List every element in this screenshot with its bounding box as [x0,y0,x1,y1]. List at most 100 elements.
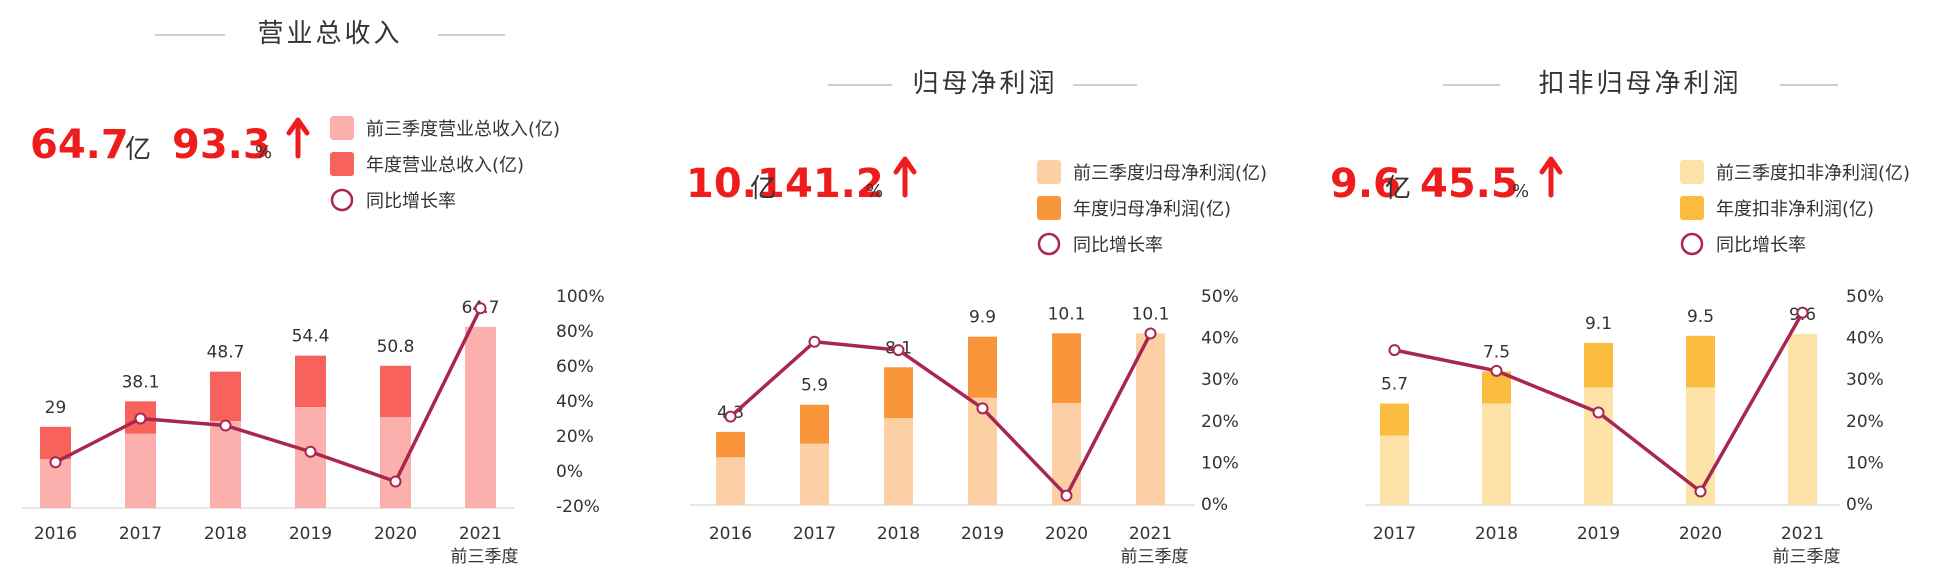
chart2-y2-tick-label: 0% [1201,495,1228,515]
chart1-y2-tick-label: 60% [556,357,594,377]
chart1-y2-tick-label: 40% [556,392,594,412]
chart2-bar-q1q3 [968,397,997,505]
chart2-legend-line-marker-icon [1037,232,1061,256]
chart3-legend-swatch-1 [1680,160,1704,184]
chart2-up-arrow-icon [893,156,917,198]
chart3-bar-annual [1380,403,1409,436]
chart1-bar-value-label: 29 [45,398,67,418]
chart1-bar-value-label: 48.7 [207,343,245,363]
chart1-growth-line [54,307,483,484]
chart1-y2-tick-label: -20% [556,497,600,517]
chart3-x-tick-label: 2017 [1373,524,1416,544]
chart3-growth-point [1592,406,1605,419]
chart1-legend-label-3: 同比增长率 [366,191,456,212]
chart1-growth-point [304,445,317,458]
chart2-title: 归母净利润 [912,69,1057,99]
chart1-legend-line-marker-icon [330,188,354,212]
chart2-bar-annual [1052,333,1081,403]
chart1-up-arrow-icon [286,117,310,159]
chart1-headline-unit: 亿 [125,135,151,165]
chart3-y2-tick-label: 30% [1846,370,1884,390]
chart3-bar-annual [1584,342,1613,388]
chart3-y2-tick-label: 20% [1846,412,1884,432]
chart2-legend-label-3: 同比增长率 [1073,235,1163,256]
chart1-y2-tick-label: 100% [556,287,605,307]
chart3-y2-tick-label: 0% [1846,495,1873,515]
chart1-x-tick-label: 2019 [289,524,332,544]
chart1-bar-value-label: 38.1 [122,372,160,392]
chart2-legend-swatch-2 [1037,196,1061,220]
chart2-legend-label-1: 前三季度归母净利润(亿) [1073,163,1267,184]
chart1-growth-point [389,475,402,488]
chart1-x-tick-label: 2021 [459,524,502,544]
chart3-bar-q1q3 [1380,435,1409,505]
chart2-bar-value-label: 10.1 [1132,304,1170,324]
chart1-x-tick-label: 2016 [34,524,77,544]
chart3-headline-growth: 45.5 [1420,161,1519,207]
chart3-bar-value-label: 7.5 [1483,342,1510,362]
chart3-headline-growth-unit: % [1512,181,1529,202]
chart3-x-tick-label: 2021 [1781,524,1824,544]
chart2-x-tick-label: 2020 [1045,524,1088,544]
chart2-bar-annual [716,431,745,458]
chart3-x-tick-label: 2018 [1475,524,1518,544]
chart2-legend-swatch-1 [1037,160,1061,184]
chart2-bar-annual [884,367,913,419]
chart2-y2-tick-label: 40% [1201,329,1239,349]
chart3-y2-tick-label: 40% [1846,329,1884,349]
chart1-headline-growth-unit: % [255,142,272,163]
chart3-up-arrow-icon [1539,156,1563,198]
chart3-headline-unit: 亿 [1385,174,1411,204]
chart1-y2-tick-label: 20% [556,427,594,447]
chart1-legend-label-2: 年度营业总收入(亿) [366,155,524,176]
chart3-headline-value: 9.6 [1330,161,1401,207]
chart1-growth-point [49,456,62,469]
chart1-legend-swatch-1 [330,116,354,140]
chart1-bar-annual [295,355,326,408]
chart2-y2-tick-label: 20% [1201,412,1239,432]
chart3-bar-value-label: 9.1 [1585,314,1612,334]
chart2-growth-point [808,335,821,348]
chart3-title: 扣非归母净利润 [1538,69,1741,99]
chart1-y2-tick-label: 80% [556,322,594,342]
chart1-growth-point [474,302,487,315]
chart2-x-tick-sublabel: 前三季度 [1121,547,1189,567]
chart3-bar-value-label: 5.7 [1381,374,1408,394]
chart2-y2-tick-label: 50% [1201,287,1239,307]
chart2-bar-value-label: 10.1 [1048,304,1086,324]
chart2-growth-line [729,332,1153,498]
chart3-x-tick-sublabel: 前三季度 [1773,547,1841,567]
chart1-bar-value-label: 50.8 [377,337,415,357]
chart2-bar-annual [800,404,829,444]
chart2-x-tick-label: 2017 [793,524,836,544]
chart1-bar-value-label: 54.4 [292,327,330,347]
chart2-growth-point [892,344,905,357]
chart3-x-tick-label: 2020 [1679,524,1722,544]
chart3-bar-annual [1686,335,1715,388]
chart1-bar-q1q3 [465,326,496,508]
chart2-x-tick-label: 2019 [961,524,1004,544]
chart1-x-tick-label: 2020 [374,524,417,544]
chart2-bar-q1q3 [800,443,829,505]
chart1-bar-annual [40,426,71,460]
chart1-x-tick-label: 2017 [119,524,162,544]
chart2-headline-growth: 41.2 [785,161,884,207]
chart3-legend-label-2: 年度扣非净利润(亿) [1716,199,1874,220]
chart1-bar-q1q3 [125,433,156,508]
chart2-growth-point [976,402,989,415]
chart2-headline-value: 10.1 [686,161,785,207]
chart1-bar-annual [380,365,411,417]
chart2-growth-point [1060,489,1073,502]
chart2-bar-annual [968,336,997,398]
chart3-y2-tick-label: 50% [1846,287,1884,307]
chart3-bar-q1q3 [1584,387,1613,505]
chart2-bar-value-label: 9.9 [969,308,996,328]
chart1-bar-q1q3 [210,421,241,508]
chart3-legend-label-1: 前三季度扣非净利润(亿) [1716,163,1910,184]
chart2-x-tick-label: 2021 [1129,524,1172,544]
chart1-growth-point [219,419,232,432]
chart2-y2-tick-label: 30% [1201,370,1239,390]
chart2-bar-value-label: 5.9 [801,376,828,396]
